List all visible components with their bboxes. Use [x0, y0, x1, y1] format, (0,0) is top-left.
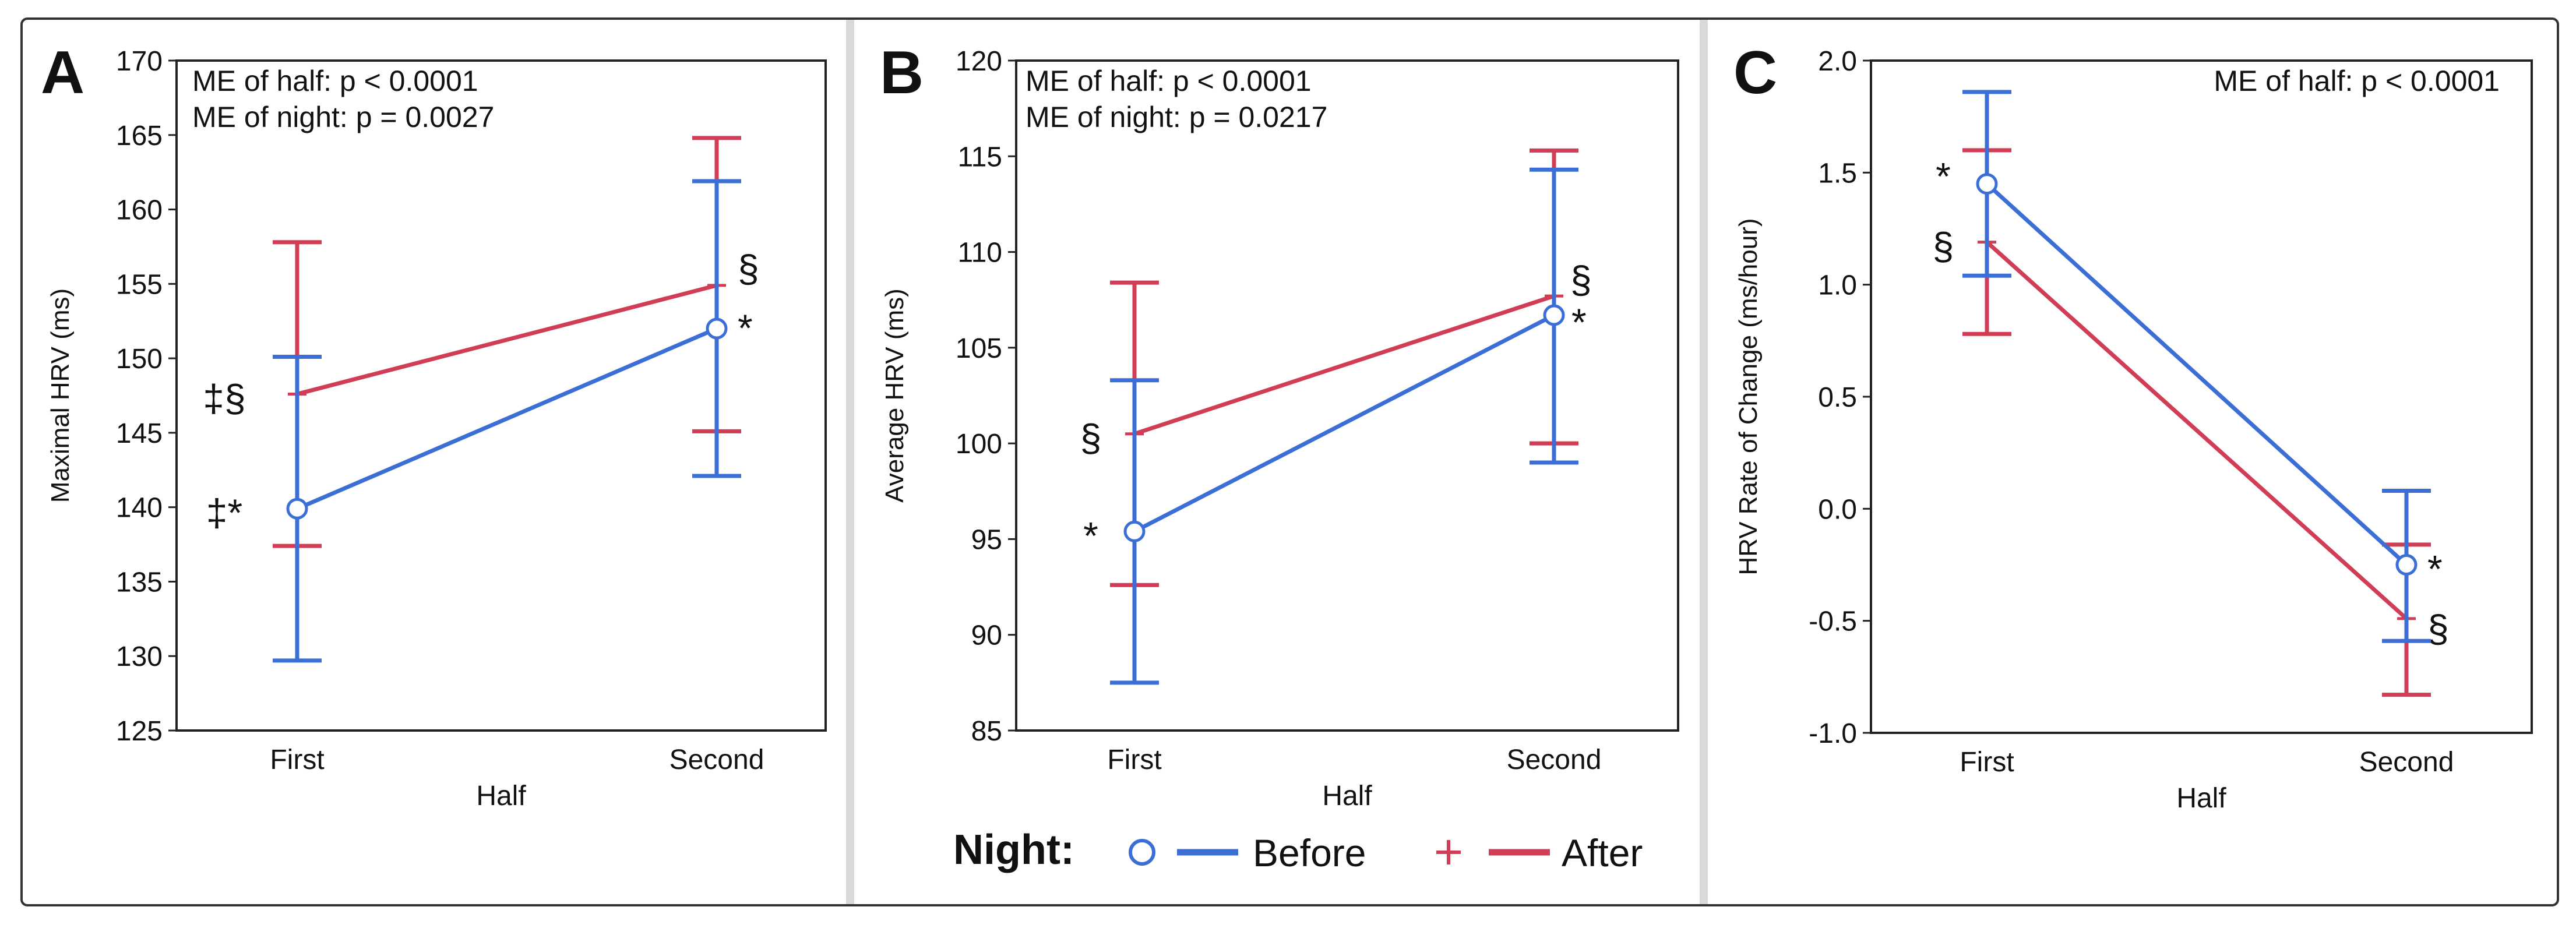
after-significance-label: ‡§: [203, 376, 245, 419]
y-tick-label: 130: [116, 641, 163, 672]
y-tick-label: 1.0: [1818, 270, 1857, 301]
stat-annotation: ME of half: p < 0.0001: [2214, 65, 2500, 97]
y-tick-label: 120: [956, 46, 1002, 77]
before-series-line: [1985, 182, 2408, 567]
x-tick-label: First: [1107, 744, 1161, 775]
legend-before-marker-icon: [1129, 839, 1155, 866]
after-significance-label: §: [2427, 607, 2449, 650]
outer-frame-border: [20, 17, 2559, 906]
y-tick-label: 170: [116, 46, 163, 77]
y-axis-title: HRV Rate of Change (ms/hour): [1734, 218, 1763, 575]
panel-b-label: B: [880, 39, 924, 107]
outer-frame: [22, 19, 2558, 905]
after-significance-label: §: [1933, 225, 1954, 268]
before-point: [706, 317, 728, 340]
stat-annotation: ME of night: p = 0.0217: [1026, 101, 1327, 133]
panel-c-label: C: [1733, 39, 1777, 107]
y-tick-label: 2.0: [1818, 46, 1857, 77]
y-tick-label: 95: [971, 524, 1002, 555]
y-tick-label: 100: [956, 429, 1002, 460]
before-series-line: [1133, 313, 1555, 534]
before-significance-label: *: [2427, 548, 2443, 591]
plot-frame: [175, 59, 827, 732]
before-point: [1976, 173, 1998, 195]
stat-annotation: ME of half: p < 0.0001: [1026, 65, 1312, 97]
panel-a-label: A: [41, 39, 84, 107]
y-tick-label: 155: [116, 269, 163, 300]
before-significance-label: *: [1936, 155, 1951, 198]
panel-c: C -1.0 -0.5 0.0 0.5 1.0 1.5 2.0 First Second Half…: [1733, 39, 2533, 814]
y-tick-label: 1.5: [1818, 158, 1857, 189]
panel-separator-1: [846, 19, 854, 905]
y-tick-label: 105: [956, 333, 1002, 364]
y-tick-label: -0.5: [1809, 606, 1857, 637]
x-tick-label: Second: [669, 744, 764, 775]
y-axis-title: Average HRV (ms): [880, 288, 909, 503]
stat-annotation: ME of half: p < 0.0001: [192, 65, 478, 97]
panel-b: B 85 90 95 100 105 110 115 120 First Second Half Av…: [880, 39, 1679, 811]
after-series-line: [297, 283, 717, 396]
y-tick-label: 145: [116, 418, 163, 449]
x-axis-title: Half: [476, 781, 526, 811]
before-significance-label: *: [1571, 301, 1587, 344]
after-significance-label: §: [1570, 258, 1592, 301]
after-series-line: [1985, 240, 2408, 620]
panel-a: A 125 130 135 140 145 150 155 160 165 170 First Sec…: [41, 39, 827, 811]
y-tick-label: 0.5: [1818, 382, 1857, 413]
legend-before-label: Before: [1253, 831, 1366, 874]
x-tick-label: Second: [1507, 744, 1602, 775]
y-tick-label: -1.0: [1809, 718, 1857, 749]
y-tick-label: 85: [971, 716, 1002, 747]
after-significance-label: §: [1080, 417, 1102, 460]
before-point: [286, 497, 308, 520]
plot-frame: [1015, 59, 1679, 732]
after-significance-label: §: [738, 247, 759, 290]
x-tick-label: Second: [2359, 747, 2454, 778]
before-point: [1543, 304, 1565, 326]
x-axis-title: Half: [1322, 781, 1372, 811]
x-tick-label: First: [270, 744, 324, 775]
y-tick-label: 115: [957, 142, 1002, 172]
y-tick-label: 140: [116, 493, 163, 524]
y-tick-label: 110: [957, 238, 1002, 269]
stat-annotation: ME of night: p = 0.0027: [192, 101, 494, 133]
legend-title: Night:: [953, 827, 1074, 873]
y-tick-label: 125: [116, 716, 163, 747]
y-tick-label: 135: [116, 567, 163, 598]
before-point: [2395, 554, 2418, 576]
panel-separator-2: [1700, 19, 1708, 905]
before-point: [1123, 520, 1146, 542]
y-tick-label: 165: [116, 121, 163, 151]
after-series-line: [1133, 294, 1555, 436]
x-axis-title: Half: [2176, 783, 2226, 814]
before-significance-label: ‡*: [206, 491, 242, 534]
y-tick-label: 0.0: [1818, 494, 1857, 525]
y-tick-label: 150: [116, 344, 163, 375]
legend-after-label: After: [1562, 831, 1643, 874]
before-significance-label: *: [1083, 514, 1098, 557]
y-tick-label: 160: [116, 195, 163, 226]
before-series-line: [296, 326, 718, 511]
x-tick-label: First: [1960, 747, 2014, 778]
y-tick-label: 90: [971, 620, 1002, 651]
y-axis-title: Maximal HRV (ms): [46, 288, 75, 503]
before-significance-label: *: [738, 306, 753, 350]
legend: Night: Before After: [953, 827, 1643, 874]
